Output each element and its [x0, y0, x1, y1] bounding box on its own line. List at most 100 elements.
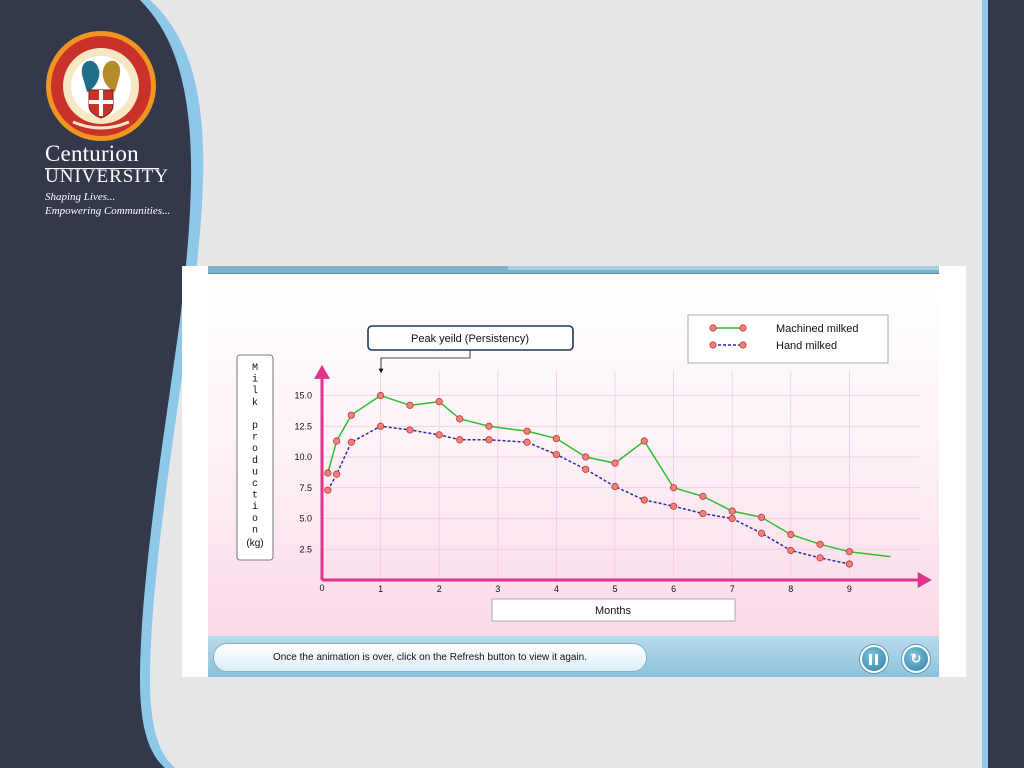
right-decoration-bar	[982, 0, 1024, 768]
y-axis-label-letter: r	[252, 433, 258, 444]
series-0-point	[640, 437, 648, 445]
series-0-point	[485, 422, 493, 430]
y-tick-label: 12.5	[294, 421, 312, 431]
y-tick-label: 5.0	[299, 514, 312, 524]
y-axis-label-letter: c	[252, 479, 258, 490]
y-axis-label-letter: u	[252, 467, 258, 478]
x-axis-arrowhead	[917, 572, 932, 588]
x-tick-label: 1	[378, 584, 383, 594]
brand-tagline-2: Empowering Communities...	[45, 205, 171, 217]
series-0-point	[699, 492, 707, 500]
legend-marker-hand-2	[739, 341, 747, 349]
series-0-point	[757, 513, 766, 521]
series-line-0	[327, 394, 850, 553]
series-0-point	[611, 459, 619, 467]
y-axis-label-letter: o	[252, 514, 258, 525]
y-axis-label-letter: M	[252, 363, 258, 374]
frame-top-highlight	[508, 266, 939, 270]
brand-tagline-1: Shaping Lives...	[45, 191, 116, 203]
y-axis-label-letter: l	[252, 385, 258, 397]
series-0-point	[324, 469, 332, 477]
brand-name: Centurion	[45, 141, 139, 166]
series-1-point	[816, 554, 824, 562]
y-axis-label-letter: p	[252, 421, 258, 432]
instruction-message: Once the animation is over, click on the…	[213, 643, 647, 672]
series-0-point	[456, 415, 464, 423]
series-0-point	[845, 548, 854, 556]
series-0-point	[406, 401, 414, 409]
x-tick-label: 2	[437, 584, 442, 594]
series-1-point	[699, 509, 707, 518]
y-tick-label: 7.5	[299, 483, 312, 493]
series-0-point	[347, 411, 355, 419]
y-axis-label-box	[236, 354, 274, 561]
series-1-point	[728, 514, 736, 523]
series-0-point	[523, 427, 531, 435]
series-0-point	[582, 453, 590, 461]
legend-marker-machine-2	[739, 324, 747, 332]
pause-button[interactable]	[860, 645, 888, 673]
annotation-text: Peak yeild (Persistency)	[411, 333, 529, 345]
series-1-point	[435, 431, 443, 439]
brand-subname: UNIVERSITY	[45, 166, 169, 187]
x-axis-label-box	[491, 598, 736, 622]
y-axis-arrowhead	[314, 364, 330, 379]
y-tick-label: 2.5	[299, 544, 312, 554]
x-tick-label: 8	[788, 584, 793, 594]
annotation-connector	[378, 350, 471, 374]
y-axis-label-letter: i	[252, 501, 258, 513]
series-1-point	[845, 560, 854, 568]
y-axis-label-letter: o	[252, 444, 258, 455]
series-1-point	[582, 465, 590, 473]
series-1-point	[347, 438, 355, 446]
series-1-point	[456, 436, 464, 444]
origin-label: 0	[319, 583, 324, 593]
y-axis-label-letter: t	[252, 491, 258, 502]
series-0-point	[435, 398, 443, 406]
series-1-point	[669, 502, 678, 510]
y-axis-unit: (kg)	[246, 538, 263, 549]
series-tail-0	[849, 550, 891, 558]
annotation-box	[367, 325, 574, 351]
frame-top-bar	[208, 266, 939, 274]
x-tick-label: 5	[612, 584, 617, 594]
y-tick-label: 10.0	[294, 452, 312, 462]
series-line-1	[327, 425, 850, 565]
legend-box	[687, 314, 889, 364]
series-0-point	[333, 437, 341, 445]
y-axis-label-letter: n	[252, 525, 258, 536]
university-emblem-icon	[46, 31, 156, 141]
y-tick-label: 15.0	[294, 391, 312, 401]
x-tick-label: 7	[730, 584, 735, 594]
x-tick-label: 6	[671, 584, 676, 594]
x-tick-label: 9	[847, 584, 852, 594]
x-tick-label: 3	[495, 584, 500, 594]
legend-marker-hand-1	[709, 341, 717, 349]
series-0-point	[552, 434, 560, 443]
legend-label-hand: Hand milked	[776, 340, 837, 352]
series-1-point	[406, 426, 414, 434]
refresh-button[interactable]: ↻	[902, 645, 930, 673]
legend-marker-machine-1	[709, 324, 717, 332]
series-1-point	[640, 496, 648, 504]
series-0-point	[816, 540, 824, 548]
series-1-point	[333, 470, 341, 478]
y-axis-label-letter: d	[252, 455, 258, 467]
series-1-point	[787, 546, 795, 555]
series-0-point	[728, 507, 736, 515]
series-0-point	[787, 530, 795, 539]
sidebar-panel	[0, 0, 204, 768]
x-tick-label: 4	[554, 584, 559, 594]
series-1-point	[611, 482, 619, 491]
control-bar: Once the animation is over, click on the…	[208, 636, 939, 677]
refresh-icon: ↻	[910, 651, 922, 666]
series-1-point	[757, 529, 766, 537]
series-1-point	[377, 422, 385, 430]
series-1-point	[552, 450, 560, 459]
brand-divider	[45, 168, 159, 169]
x-axis-label: Months	[595, 605, 632, 617]
